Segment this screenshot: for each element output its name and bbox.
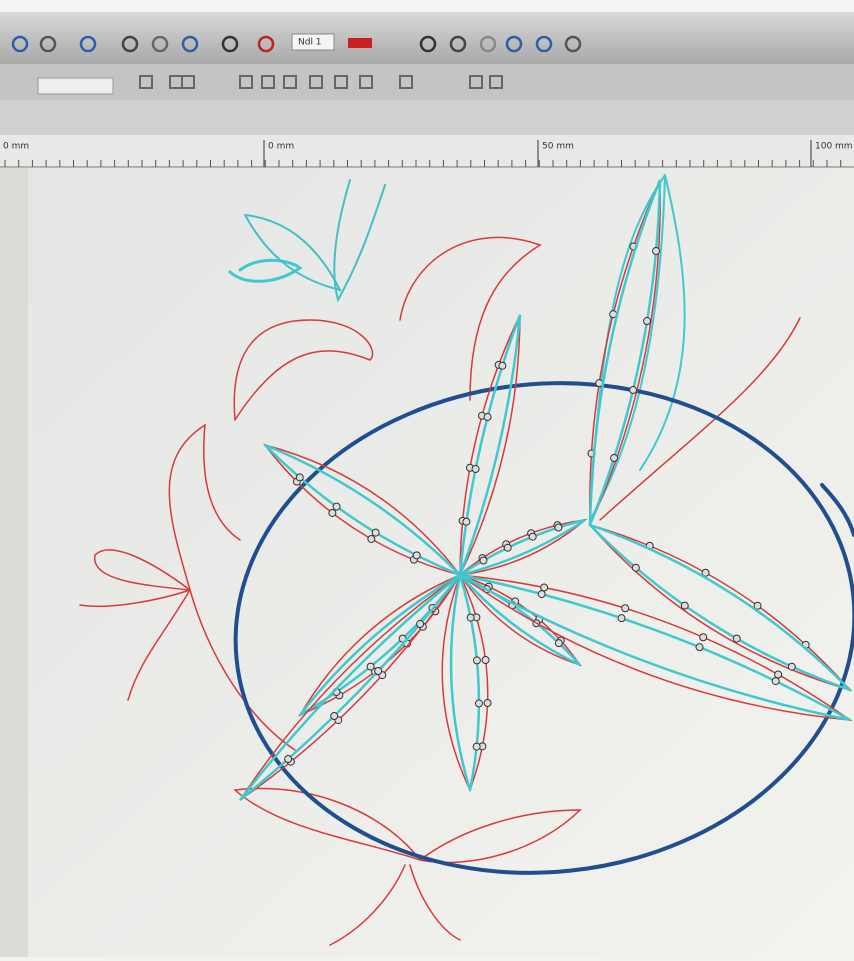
top-edge <box>0 0 854 12</box>
stitch-point <box>681 602 688 609</box>
page: Ndl 1 0 mm 0 mm 50 mm 100 mm (() => { co… <box>0 0 854 957</box>
stitch-point <box>700 634 707 641</box>
stitch-point <box>555 524 562 531</box>
stitch-point <box>472 466 479 473</box>
ruler-label: 0 mm <box>3 142 29 152</box>
stitch-point <box>772 678 779 685</box>
canvas-margin <box>0 168 28 957</box>
color-swatch <box>348 38 372 48</box>
stitch-point <box>473 657 480 664</box>
stitch-point <box>788 663 795 670</box>
stitch-point <box>630 387 637 394</box>
stitch-point <box>504 544 511 551</box>
stitch-point <box>463 518 470 525</box>
stitch-point <box>775 671 782 678</box>
toolbar-gap <box>0 100 854 135</box>
stitch-point <box>467 614 474 621</box>
ruler-label: 100 mm <box>815 142 853 152</box>
stitch-point <box>331 713 338 720</box>
stitch-point <box>367 663 374 670</box>
stitch-point <box>622 605 629 612</box>
stitch-point <box>529 533 536 540</box>
stitch-point <box>333 503 340 510</box>
stitch-point <box>541 584 548 591</box>
stitch-point <box>632 564 639 571</box>
ruler-label: 50 mm <box>542 142 574 152</box>
stitch-point <box>618 615 625 622</box>
stitch-point <box>413 552 420 559</box>
stitch-point <box>653 248 660 255</box>
stitch-point <box>296 474 303 481</box>
toolbar-format <box>0 64 854 100</box>
stitch-point <box>538 591 545 598</box>
stitch-point <box>480 557 487 564</box>
stitch-point <box>417 621 424 628</box>
ruler-label: 0 mm <box>268 142 294 152</box>
stitch-point <box>555 640 562 647</box>
stitch-point <box>475 700 482 707</box>
stitch-point <box>484 699 491 706</box>
stitch-point <box>473 743 480 750</box>
stitch-point <box>329 509 336 516</box>
stitch-point <box>368 535 375 542</box>
screenshot: Ndl 1 0 mm 0 mm 50 mm 100 mm <box>0 0 854 957</box>
needle-label: Ndl 1 <box>298 38 322 48</box>
stitch-point <box>696 644 703 651</box>
stitch-point <box>375 668 382 675</box>
stitch-point <box>285 756 292 763</box>
canvas <box>0 168 854 957</box>
font-field <box>38 78 113 94</box>
stitch-point <box>372 529 379 536</box>
stitch-point <box>733 635 740 642</box>
stitch-point <box>484 414 491 421</box>
stitch-point <box>482 656 489 663</box>
stitch-point <box>644 318 651 325</box>
stitch-point <box>499 362 506 369</box>
stitch-point <box>611 455 618 462</box>
